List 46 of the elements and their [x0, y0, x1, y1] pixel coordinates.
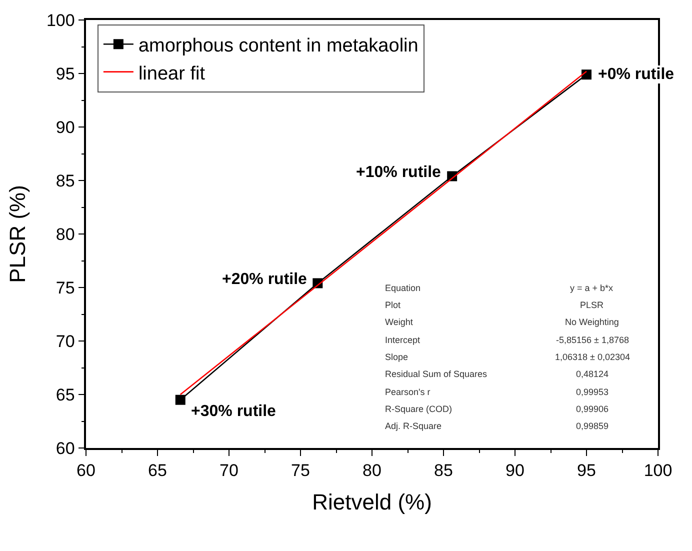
annotation: R-Square (COD) — [385, 404, 452, 414]
annotation: 0,48124 — [576, 369, 609, 379]
point — [175, 394, 186, 405]
annotation: y = a + b*x — [570, 283, 614, 293]
x-tick-label: 90 — [506, 461, 524, 480]
annotation: Plot — [385, 300, 402, 310]
y-tick-label: 60 — [56, 438, 75, 458]
legend-label: linear fit — [138, 63, 206, 84]
annotation: Equation — [385, 283, 421, 293]
annotation: Slope — [385, 352, 408, 362]
y-tick-label: 65 — [56, 385, 75, 404]
annotation: +20% rutile — [222, 271, 308, 288]
annotation: Residual Sum of Squares — [385, 369, 488, 379]
x-tick-label: 80 — [362, 461, 382, 480]
annotation: PLSR — [580, 300, 604, 310]
x-tick-label: 70 — [220, 461, 238, 480]
annotation: 1,06318 ± 0,02304 — [555, 352, 630, 362]
annotation: No Weighting — [565, 317, 619, 327]
annotation: Weight — [385, 317, 414, 327]
annotation: +10% rutile — [356, 164, 442, 181]
annotation: Adj. R-Square — [385, 421, 442, 431]
y-tick-label: 75 — [56, 278, 75, 298]
annotation: +30% rutile — [191, 403, 276, 420]
y-tick-label: 90 — [56, 118, 75, 137]
legend-label: amorphous content in metakaolin — [138, 36, 418, 57]
y-axis-title: PLSR (%) — [4, 185, 30, 283]
annotation: 0,99953 — [576, 387, 609, 397]
annotation: 0,99859 — [576, 421, 609, 431]
annotation: -5,85156 ± 1,8768 — [556, 335, 629, 345]
y-tick-label: 70 — [56, 332, 75, 351]
x-axis-title: Rietveld (%) — [312, 490, 432, 515]
x-tick-label: 85 — [434, 461, 453, 480]
point — [582, 70, 592, 80]
x-tick-label: 60 — [76, 461, 96, 480]
annotation: +0% rutile — [598, 66, 674, 83]
y-tick-label: 100 — [46, 10, 75, 30]
annotation: Pearson's r — [385, 387, 430, 397]
x-tick-label: 95 — [577, 461, 596, 480]
x-tick-label: 65 — [148, 461, 167, 480]
y-tick-label: 85 — [56, 171, 75, 190]
annotation: Intercept — [385, 335, 421, 345]
annotation: 0,99906 — [576, 404, 609, 414]
y-tick-label: 80 — [56, 224, 75, 244]
x-tick-label: 75 — [291, 461, 310, 480]
x-tick-label: 100 — [644, 461, 672, 480]
y-tick-label: 95 — [56, 64, 75, 84]
